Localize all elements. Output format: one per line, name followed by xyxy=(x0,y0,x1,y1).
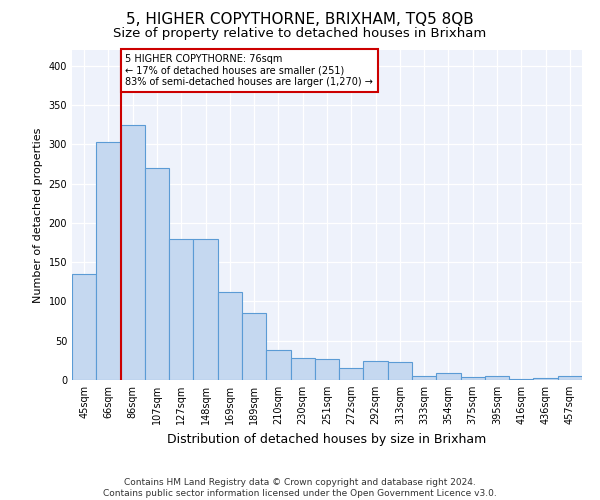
Bar xyxy=(509,379,533,380)
Bar xyxy=(193,238,218,380)
Bar xyxy=(266,350,290,380)
Bar xyxy=(412,376,436,380)
Bar xyxy=(96,142,121,380)
Bar xyxy=(242,313,266,380)
Bar xyxy=(218,292,242,380)
Bar xyxy=(436,373,461,380)
Bar xyxy=(364,361,388,380)
Bar xyxy=(72,274,96,380)
Bar xyxy=(485,376,509,380)
Text: 5 HIGHER COPYTHORNE: 76sqm
← 17% of detached houses are smaller (251)
83% of sem: 5 HIGHER COPYTHORNE: 76sqm ← 17% of deta… xyxy=(125,54,373,87)
Bar xyxy=(169,238,193,380)
Bar xyxy=(315,359,339,380)
Text: 5, HIGHER COPYTHORNE, BRIXHAM, TQ5 8QB: 5, HIGHER COPYTHORNE, BRIXHAM, TQ5 8QB xyxy=(126,12,474,28)
Bar xyxy=(388,362,412,380)
Text: Size of property relative to detached houses in Brixham: Size of property relative to detached ho… xyxy=(113,28,487,40)
Bar xyxy=(121,124,145,380)
Bar xyxy=(533,378,558,380)
Bar xyxy=(145,168,169,380)
Bar xyxy=(461,377,485,380)
Bar xyxy=(290,358,315,380)
X-axis label: Distribution of detached houses by size in Brixham: Distribution of detached houses by size … xyxy=(167,432,487,446)
Bar xyxy=(339,368,364,380)
Bar xyxy=(558,376,582,380)
Text: Contains HM Land Registry data © Crown copyright and database right 2024.
Contai: Contains HM Land Registry data © Crown c… xyxy=(103,478,497,498)
Y-axis label: Number of detached properties: Number of detached properties xyxy=(33,128,43,302)
